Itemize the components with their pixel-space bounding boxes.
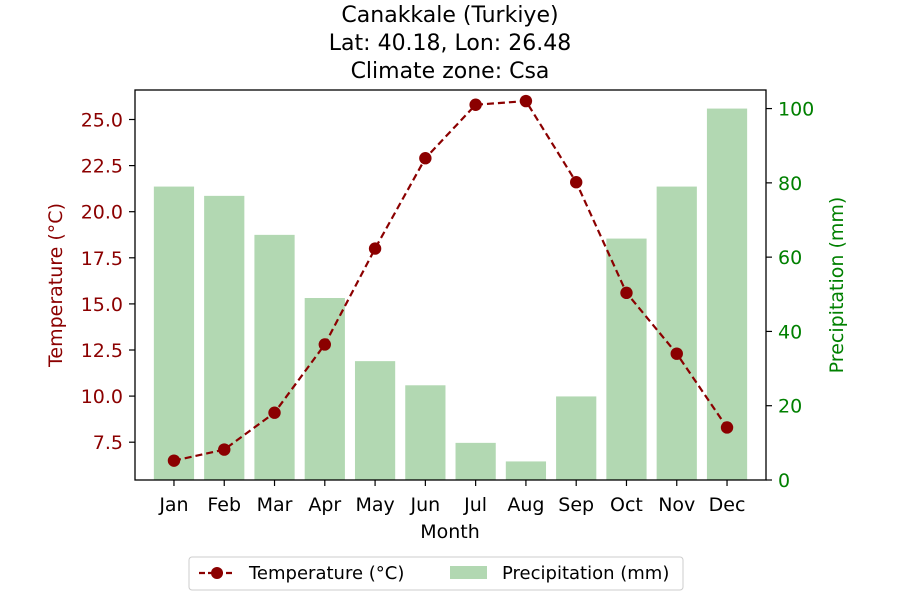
temperature-point-aug xyxy=(519,94,533,108)
right-axis-label: Precipitation (mm) xyxy=(826,197,848,374)
precipitation-bars xyxy=(153,108,748,481)
temperature-line xyxy=(167,94,734,467)
right-tick-label: 20 xyxy=(778,396,802,418)
legend-temperature-label: Temperature (°C) xyxy=(248,563,404,584)
right-axis-ticks: 0 20 40 60 80 100 xyxy=(766,99,814,492)
left-tick-label: 22.5 xyxy=(81,156,123,178)
left-tick-label: 20.0 xyxy=(81,202,123,224)
left-tick-label: 10.0 xyxy=(81,386,123,408)
right-tick-label: 60 xyxy=(778,247,802,269)
temperature-point-may xyxy=(368,242,382,255)
right-tick-label: 80 xyxy=(778,173,802,195)
legend-precipitation-swatch xyxy=(450,566,487,579)
temperature-point-feb xyxy=(218,443,231,456)
x-tick-label-jun: Jun xyxy=(410,494,441,516)
precipitation-bar-jan xyxy=(153,186,195,480)
temperature-point-nov xyxy=(670,347,683,360)
legend: Temperature (°C) Precipitation (mm) xyxy=(188,556,684,591)
precipitation-bar-may xyxy=(354,361,396,480)
x-tick-label-may: May xyxy=(355,494,394,516)
x-tick-label-feb: Feb xyxy=(207,494,241,516)
temperature-series-line xyxy=(173,99,728,462)
left-tick-label: 15.0 xyxy=(81,294,123,316)
precipitation-bar-jun xyxy=(405,385,446,480)
temperature-point-jul xyxy=(469,98,482,111)
x-tick-label-aug: Aug xyxy=(507,494,544,516)
temperature-point-jan xyxy=(167,454,181,467)
right-tick-label: 100 xyxy=(778,99,814,121)
temperature-point-jun xyxy=(419,152,432,165)
legend-precipitation-label: Precipitation (mm) xyxy=(502,563,669,584)
title-line-location: Canakkale (Turkiye) xyxy=(341,3,558,28)
left-tick-label: 17.5 xyxy=(81,248,123,270)
precipitation-bar-apr xyxy=(304,298,345,480)
title-line-coordinates: Lat: 40.18, Lon: 26.48 xyxy=(329,31,571,56)
precipitation-bar-mar xyxy=(254,234,295,480)
precipitation-bar-aug xyxy=(505,461,547,480)
temperature-point-apr xyxy=(318,338,331,351)
left-tick-label: 25.0 xyxy=(81,110,123,132)
legend-frame xyxy=(188,556,684,591)
right-tick-label: 40 xyxy=(778,321,802,343)
x-tick-label-sep: Sep xyxy=(558,494,594,516)
x-tick-label-mar: Mar xyxy=(257,494,293,516)
legend-temperature-swatch-marker xyxy=(211,567,223,579)
x-axis-ticks: Jan Feb Mar Apr May Jun Jul Aug Sep Oct Nov Dec xyxy=(158,480,745,516)
precipitation-bar-oct xyxy=(606,238,647,480)
precipitation-bar-feb xyxy=(204,195,245,481)
x-axis-label: Month xyxy=(420,521,480,543)
left-axis-label: Temperature (°C) xyxy=(45,203,67,368)
x-tick-label-nov: Nov xyxy=(658,494,695,516)
axes xyxy=(134,89,767,481)
x-tick-label-jul: Jul xyxy=(463,494,487,516)
x-tick-label-jan: Jan xyxy=(158,494,188,516)
right-tick-label: 0 xyxy=(778,470,790,492)
precipitation-bar-jul xyxy=(455,442,496,480)
title-line-climate-zone: Climate zone: Csa xyxy=(351,59,550,84)
precipitation-bar-sep xyxy=(556,396,597,480)
precipitation-bar-dec xyxy=(706,108,748,480)
temperature-point-oct xyxy=(620,286,633,300)
left-tick-label: 7.5 xyxy=(93,432,123,454)
x-tick-label-oct: Oct xyxy=(610,494,643,516)
left-axis-ticks: 7.5 10.0 12.5 15.0 17.5 20.0 22.5 25.0 xyxy=(81,110,135,454)
precipitation-bar-nov xyxy=(656,186,697,480)
chart-title: Canakkale (Turkiye) Lat: 40.18, Lon: 26.… xyxy=(329,3,571,84)
temperature-point-mar xyxy=(268,406,281,419)
x-tick-label-apr: Apr xyxy=(308,494,341,516)
temperature-point-sep xyxy=(570,176,583,189)
left-tick-label: 12.5 xyxy=(81,340,123,362)
x-tick-label-dec: Dec xyxy=(709,494,746,516)
plot-frame xyxy=(134,89,767,481)
temperature-point-dec xyxy=(720,421,734,434)
